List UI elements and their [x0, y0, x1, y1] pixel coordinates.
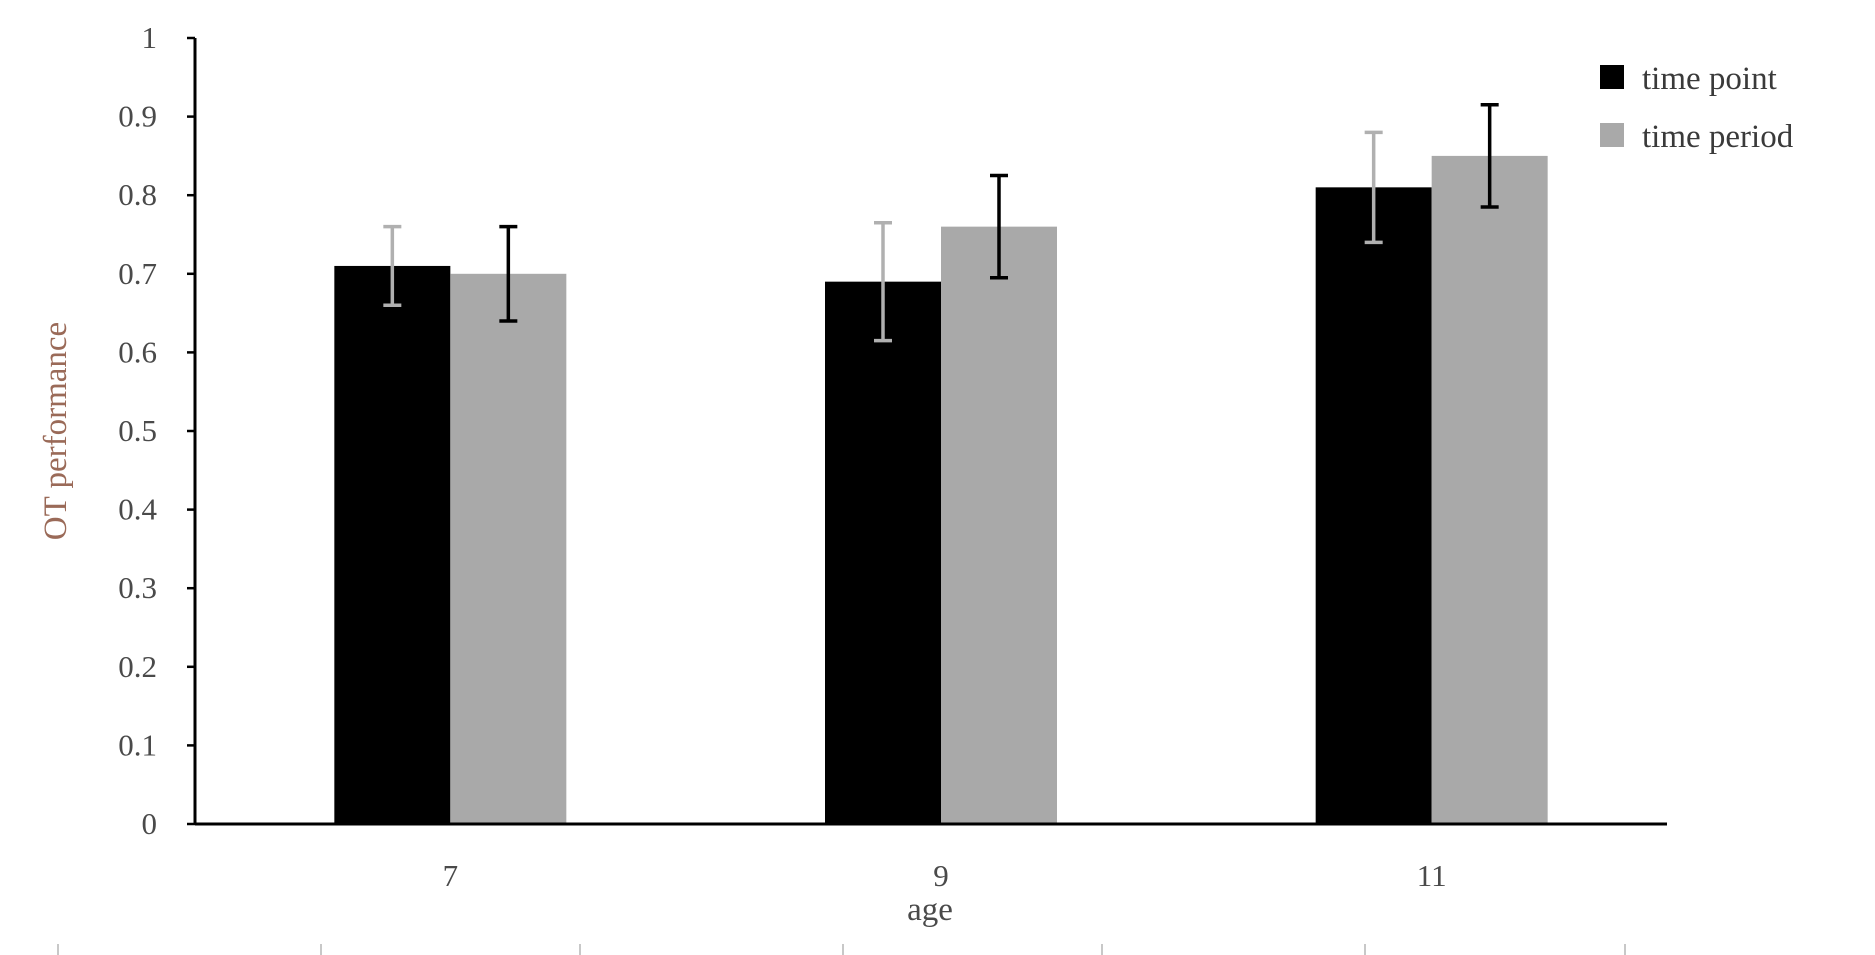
axes — [187, 36, 1667, 826]
bottom-page-marks — [57, 944, 1626, 955]
y-tick-label: 0.6 — [118, 334, 157, 369]
error-bar-time-point-age-9 — [874, 220, 892, 343]
y-tick-label: 1 — [142, 20, 158, 55]
bar-time-period-age-7 — [450, 273, 567, 824]
y-tick-label: 0 — [142, 806, 158, 841]
y-axis-label: OT performance — [38, 322, 74, 540]
bar-time-period-age-11 — [1431, 155, 1548, 824]
legend-swatch-time-period — [1600, 123, 1624, 147]
y-tick-label: 0.8 — [118, 177, 157, 212]
error-bar-time-period-age-9 — [990, 173, 1008, 280]
x-tick-label: 11 — [1417, 858, 1447, 893]
x-tick-label: 9 — [933, 858, 949, 893]
y-tick-label: 0.5 — [118, 413, 157, 448]
legend-swatch-time-point — [1600, 65, 1624, 89]
error-bar-time-point-age-7 — [383, 224, 402, 307]
error-bar-time-period-age-7 — [499, 224, 518, 323]
bar-time-point-age-11 — [1315, 187, 1432, 825]
y-tick-label: 0.7 — [118, 256, 157, 291]
y-tick-labels: 0 0.1 0.2 0.3 0.4 0.5 0.6 0.7 0.8 0.9 1 — [118, 20, 157, 841]
bar-time-point-age-9 — [825, 281, 941, 824]
bar-time-point-age-7 — [334, 265, 451, 824]
legend-label-time-point: time point — [1642, 61, 1777, 97]
y-tick-label: 0.1 — [118, 727, 157, 762]
error-bar-time-period-age-11 — [1480, 103, 1499, 209]
bar-time-period-age-9 — [941, 226, 1057, 824]
error-bars-layer — [383, 103, 1499, 343]
error-bar-time-point-age-11 — [1364, 130, 1383, 245]
y-tick-label: 0.2 — [118, 649, 157, 684]
y-tick-label: 0.3 — [118, 570, 157, 605]
x-tick-labels: 7 9 11 — [443, 858, 1447, 893]
legend: time point time period — [1600, 61, 1794, 155]
legend-label-time-period: time period — [1642, 119, 1794, 155]
y-tick-label: 0.9 — [118, 99, 157, 134]
x-axis-label: age — [907, 892, 953, 928]
bars-layer — [334, 155, 1548, 825]
y-tick-label: 0.4 — [118, 492, 157, 527]
x-tick-label: 7 — [443, 858, 459, 893]
